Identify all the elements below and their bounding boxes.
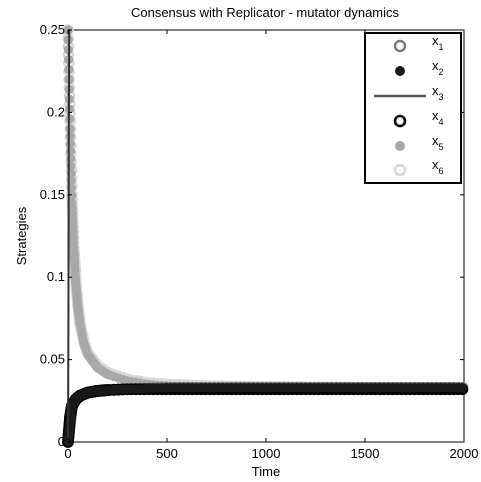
legend-swatch-circle bbox=[393, 163, 407, 177]
legend: x1 x2 x3 x4 x5 x6 bbox=[364, 32, 462, 184]
y-tick-label: 0.1 bbox=[47, 269, 65, 284]
legend-swatch-circle bbox=[393, 114, 407, 128]
y-tick-label: 0.2 bbox=[47, 104, 65, 119]
legend-label: x5 bbox=[432, 133, 444, 152]
y-axis-title: Strategies bbox=[14, 206, 29, 265]
legend-label-subscript: 1 bbox=[439, 42, 444, 52]
series-layer bbox=[62, 24, 469, 448]
legend-item-5: x5 bbox=[395, 133, 444, 152]
y-tick-label: 0.05 bbox=[40, 352, 65, 367]
y-tick-label: 0.25 bbox=[40, 22, 65, 37]
legend-label-subscript: 6 bbox=[439, 166, 444, 176]
legend-label-subscript: 4 bbox=[439, 117, 444, 127]
legend-swatch-circle bbox=[393, 39, 407, 53]
legend-item-4: x4 bbox=[393, 108, 444, 128]
legend-label: x6 bbox=[432, 157, 444, 176]
legend-label: x2 bbox=[432, 58, 444, 77]
legend-label: x4 bbox=[432, 108, 444, 127]
legend-items: x1 x2 x3 x4 x5 x6 bbox=[374, 33, 444, 177]
legend-swatch-dot bbox=[395, 66, 405, 76]
legend-box bbox=[364, 32, 462, 184]
y-tick-label: 0.15 bbox=[40, 187, 65, 202]
series-x2 bbox=[63, 383, 468, 447]
legend-swatch-dot bbox=[395, 141, 405, 151]
chart-title: Consensus with Replicator - mutator dyna… bbox=[131, 5, 400, 20]
legend-label-subscript: 2 bbox=[439, 67, 444, 77]
x-tick-label: 2000 bbox=[450, 446, 479, 461]
legend-item-1: x1 bbox=[393, 33, 444, 53]
legend-label-subscript: 3 bbox=[439, 92, 444, 102]
x-tick-label: 1000 bbox=[252, 446, 281, 461]
x-axis-title: Time bbox=[252, 464, 280, 479]
legend-label: x1 bbox=[432, 33, 444, 52]
legend-label: x3 bbox=[432, 83, 444, 102]
legend-label-subscript: 5 bbox=[439, 142, 444, 152]
x-tick-label: 500 bbox=[156, 446, 178, 461]
y-axis-ticks: 0 0.05 0.1 0.15 0.2 0.25 bbox=[40, 22, 464, 449]
legend-item-6: x6 bbox=[393, 157, 444, 177]
x-tick-label: 1500 bbox=[351, 446, 380, 461]
point-x2 bbox=[457, 383, 468, 393]
legend-item-2: x2 bbox=[395, 58, 444, 77]
legend-item-3: x3 bbox=[374, 83, 444, 102]
point-x5 bbox=[65, 124, 75, 134]
x-axis-ticks: 0 500 1000 1500 2000 bbox=[64, 30, 478, 461]
x-tick-label: 0 bbox=[64, 446, 71, 461]
y-tick-label: 0 bbox=[58, 434, 65, 449]
